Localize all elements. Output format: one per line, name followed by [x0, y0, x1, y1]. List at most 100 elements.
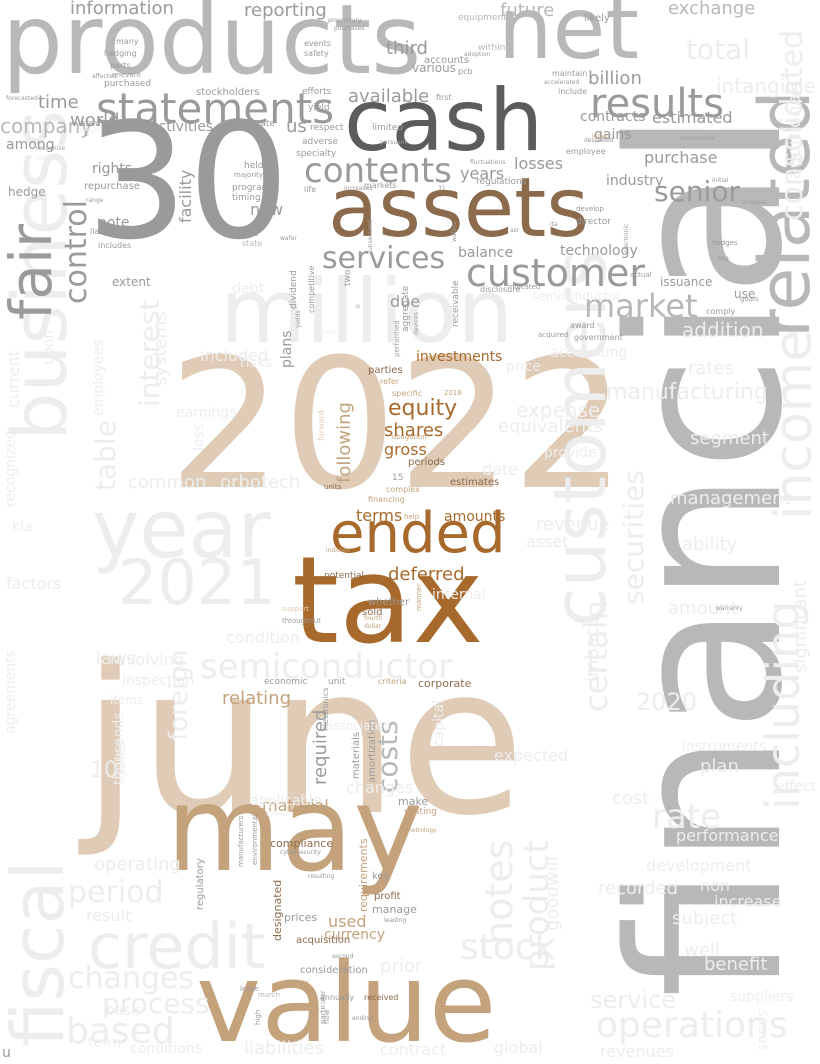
- word-periods: periods: [408, 457, 446, 468]
- word-pursuant: pursuant: [380, 139, 407, 146]
- word-amounts: amounts: [444, 509, 506, 525]
- word-exchange: exchange: [668, 0, 756, 19]
- word-initial: initial: [712, 177, 729, 184]
- word-markets: markets: [364, 181, 397, 190]
- word-issuance: issuance: [660, 275, 713, 289]
- word-current: current: [4, 350, 23, 408]
- word-wafers: wafers: [451, 222, 458, 242]
- word-available: available: [348, 86, 430, 107]
- word-terms: terms: [356, 506, 403, 525]
- word-analysis: analysis: [742, 199, 767, 206]
- word-technology: technology: [560, 243, 638, 259]
- word-earnings: earnings: [176, 405, 237, 421]
- word-year: year: [92, 483, 271, 576]
- word-adoption: adoption: [464, 51, 491, 58]
- word-state: state: [242, 239, 263, 248]
- word-recognized: recognized: [3, 430, 19, 507]
- word-15: 15: [392, 473, 404, 483]
- word-dollar: dollar: [364, 623, 381, 630]
- word-following: following: [334, 402, 355, 483]
- word-designated: designated: [271, 879, 284, 941]
- word-future: future: [500, 0, 555, 21]
- word-provide: provide: [544, 445, 597, 461]
- word-instruments: instruments: [682, 739, 767, 755]
- word-time: time: [38, 92, 79, 113]
- word-non: non: [700, 876, 731, 895]
- word-estimated: estimated: [652, 108, 733, 127]
- word-risks: risks: [240, 355, 273, 371]
- word-units: units: [324, 483, 342, 491]
- word-us: us: [286, 116, 307, 137]
- word-financing: financing: [368, 495, 405, 504]
- word-range: range: [86, 197, 104, 204]
- word-proprietary: proprietary: [328, 17, 362, 24]
- word-increases: increases: [344, 185, 373, 192]
- word-employees: employees: [91, 339, 107, 416]
- word-price: price: [506, 359, 541, 375]
- word-warranty: warranty: [716, 605, 743, 612]
- word-requirements: requirements: [357, 838, 370, 912]
- word-well: well: [684, 940, 720, 961]
- word-accounts: accounts: [424, 55, 470, 66]
- word-majority: majority: [234, 171, 264, 179]
- word-new: new: [250, 200, 284, 219]
- word-criteria: criteria: [378, 677, 407, 686]
- word-activities: activities: [150, 119, 214, 135]
- word-fluctuations: fluctuations: [470, 159, 506, 166]
- word-condition: condition: [226, 628, 300, 647]
- word-gains: gains: [594, 127, 632, 143]
- word-similar: similar: [80, 127, 101, 134]
- word-manage: manage: [372, 903, 417, 916]
- word-flow: flow: [323, 1009, 331, 1024]
- word-u: u: [2, 1045, 11, 1061]
- word-throughout: throughout: [282, 617, 321, 625]
- word-10: 10: [90, 758, 118, 783]
- word-prices: prices: [284, 911, 318, 924]
- word-series: series: [755, 1009, 771, 1051]
- word-ability: ability: [682, 534, 738, 555]
- word-executive: executive: [36, 155, 66, 162]
- word-equivalents: equivalents: [498, 416, 603, 437]
- word-high: high: [254, 1009, 262, 1025]
- word-results: results: [590, 81, 725, 127]
- word-plan: plan: [700, 756, 739, 777]
- word-debt: debt: [232, 281, 264, 297]
- word-net: net: [498, 0, 640, 79]
- word-notes: notes: [477, 839, 521, 945]
- word-information: information: [70, 0, 174, 19]
- word-currency: currency: [324, 927, 385, 943]
- word-economic: economic: [264, 677, 308, 687]
- word-items: items: [110, 693, 144, 707]
- word-world: world: [70, 110, 120, 131]
- word-rights: rights: [92, 161, 133, 177]
- word-limited: limited: [372, 123, 404, 133]
- word-assets: assets: [328, 161, 590, 256]
- word-efforts: efforts: [302, 87, 332, 97]
- word-wafer: wafer: [280, 235, 297, 242]
- word-semiconductor: semiconductor: [532, 289, 622, 303]
- word-common: common: [128, 472, 207, 493]
- word-dividend: dividend: [289, 270, 299, 309]
- word-revolving: revolving: [110, 650, 184, 669]
- word-included: included: [200, 346, 269, 365]
- word-investments: investments: [416, 349, 503, 365]
- word-vesting: vesting: [404, 807, 437, 817]
- word-rates: rates: [688, 358, 734, 379]
- word-esg: esg: [718, 255, 729, 262]
- word-support: support: [282, 605, 309, 613]
- word-senior: senior: [654, 175, 740, 208]
- word-expense: expense: [516, 398, 601, 422]
- word-rate: rate: [652, 797, 722, 837]
- word-addition: addition: [682, 318, 764, 342]
- word-amount: amount: [668, 598, 738, 619]
- word-tax: tax: [292, 532, 484, 671]
- word-manner: manner: [415, 583, 423, 611]
- word-purchase: purchase: [644, 148, 718, 167]
- word-safety: safety: [304, 49, 329, 58]
- word-commercial: commercial: [680, 135, 715, 142]
- word-disclosure: disclosure: [480, 285, 521, 294]
- word-changes: changes: [68, 961, 195, 996]
- word-pcb: pcb: [458, 67, 473, 76]
- word-term: term: [88, 1035, 122, 1051]
